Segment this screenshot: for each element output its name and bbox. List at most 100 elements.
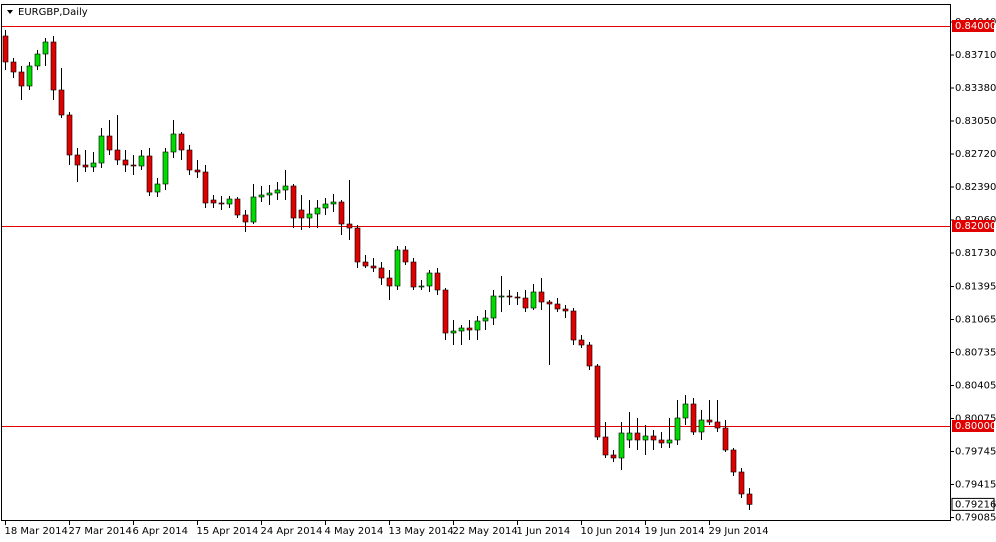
candle-body: [746, 493, 753, 505]
candle-body: [322, 203, 329, 209]
candle-body: [114, 149, 121, 161]
x-tick-label: 13 May 2014: [389, 526, 454, 537]
y-tick-label: 0.82390: [955, 182, 996, 193]
candle-body: [442, 289, 449, 334]
last-price-label: 0.79216: [955, 499, 996, 510]
candle-body: [274, 189, 281, 194]
candle-body: [394, 249, 401, 287]
candle-body: [178, 133, 185, 151]
candle-body: [466, 327, 473, 331]
chart-title: EURGBP,Daily: [18, 7, 88, 18]
candle-body: [242, 214, 249, 223]
plot-frame: [1, 4, 951, 521]
x-tick-label: 15 Apr 2014: [197, 526, 259, 537]
candle-body: [666, 439, 673, 444]
candle-body: [194, 169, 201, 173]
candle-body: [426, 272, 433, 287]
candle-body: [82, 164, 89, 168]
candle-body: [554, 303, 561, 310]
candle-body: [298, 209, 305, 219]
candle-body: [250, 196, 257, 223]
candle-body: [130, 164, 137, 167]
level-label: 0.80000: [955, 421, 996, 432]
candle-body: [714, 421, 721, 429]
x-tick-label: 22 May 2014: [453, 526, 518, 537]
candle-body: [530, 291, 537, 309]
candle-body: [490, 295, 497, 319]
candle-body: [570, 310, 577, 341]
level-label: 0.82000: [955, 221, 996, 232]
candle-body: [202, 171, 209, 204]
candle-body: [458, 327, 465, 332]
candle-body: [26, 65, 33, 87]
candle-body: [122, 159, 129, 166]
candle-body: [98, 135, 105, 164]
level-label: 0.84000: [955, 21, 996, 32]
candle-body: [618, 432, 625, 459]
candle-body: [634, 432, 641, 441]
y-tick-label: 0.83710: [955, 50, 996, 61]
candle-body: [498, 295, 505, 298]
y-tick-label: 0.81730: [955, 248, 996, 259]
candle-body: [402, 249, 409, 263]
candle-body: [682, 403, 689, 419]
candle-body: [42, 41, 49, 55]
candle-body: [50, 41, 57, 91]
candle-body: [562, 308, 569, 312]
candle-body: [410, 261, 417, 288]
candle-body: [138, 155, 145, 167]
candle-body: [226, 198, 233, 205]
candle-body: [338, 201, 345, 225]
menu-triangle: [7, 10, 13, 14]
candle-body: [58, 89, 65, 116]
y-tick-label: 0.80405: [955, 381, 996, 392]
x-tick-label: 4 May 2014: [325, 526, 384, 537]
candle-body: [218, 202, 225, 205]
candle-body: [698, 419, 705, 433]
level-label-box: [952, 420, 994, 432]
candle-body: [602, 436, 609, 456]
candle-body: [506, 295, 513, 298]
candle-body: [730, 449, 737, 473]
candle-body: [658, 439, 665, 444]
x-tick-label: 18 Mar 2014: [5, 526, 68, 537]
candle-body: [74, 154, 81, 166]
candle-body: [306, 213, 313, 219]
candle-body: [266, 192, 273, 196]
x-tick-label: 1 Jun 2014: [517, 526, 571, 537]
candle-body: [210, 199, 217, 204]
candle-body: [610, 454, 617, 459]
candle-body: [546, 301, 553, 305]
y-tick-label: 0.83050: [955, 116, 996, 127]
candle-body: [706, 419, 713, 423]
x-tick-label: 19 Jun 2014: [645, 526, 705, 537]
x-tick-label: 27 Mar 2014: [69, 526, 132, 537]
candle-body: [418, 285, 425, 288]
candle-body: [578, 339, 585, 346]
candle-body: [642, 435, 649, 441]
candle-body: [370, 265, 377, 269]
candle-body: [354, 227, 361, 263]
candle-body: [290, 185, 297, 219]
candle-body: [626, 432, 633, 441]
level-label-box: [952, 220, 994, 232]
candle-body: [314, 207, 321, 215]
candle-body: [474, 320, 481, 331]
candle-body: [362, 261, 369, 267]
last-price-box: [951, 497, 995, 511]
candle-body: [90, 162, 97, 168]
x-tick-label: 24 Apr 2014: [261, 526, 323, 537]
candle-body: [514, 296, 521, 299]
candle-body: [154, 183, 161, 193]
candle-body: [186, 149, 193, 171]
y-tick-label: 0.83380: [955, 83, 996, 94]
candle-body: [594, 365, 601, 438]
candle-body: [146, 155, 153, 193]
candle-body: [346, 223, 353, 229]
y-tick-label: 0.81395: [955, 282, 996, 293]
candle-body: [386, 277, 393, 287]
y-tick-label: 0.79085: [955, 513, 996, 524]
